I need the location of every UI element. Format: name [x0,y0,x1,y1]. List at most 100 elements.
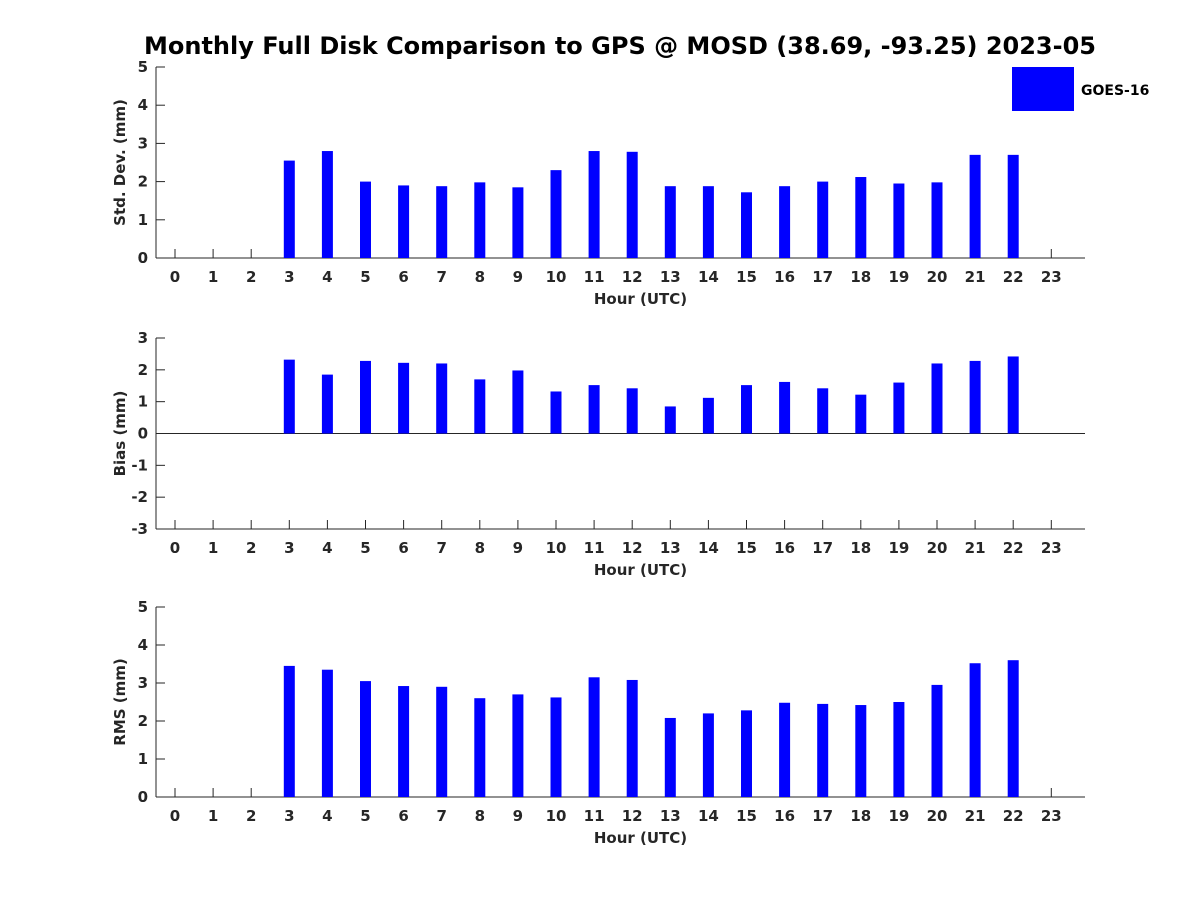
x-tick-label: 4 [322,268,332,286]
x-tick-label: 17 [812,807,833,825]
x-tick-label: 10 [546,539,567,557]
x-tick-label: 19 [888,539,909,557]
bar [398,185,410,258]
x-tick-label: 19 [888,807,909,825]
y-tick-label: 2 [138,361,148,379]
x-tick-label: 9 [513,268,523,286]
bar [741,385,752,434]
bar [626,151,638,258]
bar [931,363,943,434]
legend: GOES-16 [1012,67,1149,111]
bar [512,187,524,258]
bar [1007,660,1019,797]
bar [855,394,867,434]
x-tick-label: 23 [1041,807,1062,825]
bar [1007,154,1019,258]
bar [855,705,867,797]
x-tick-label: 14 [698,268,719,286]
legend-label: GOES-16 [1081,83,1149,99]
x-tick-label: 14 [698,539,719,557]
y-tick-label: 3 [138,134,148,152]
x-tick-label: 12 [622,268,643,286]
y-tick-label: 3 [138,674,148,692]
x-tick-label: 0 [170,268,180,286]
x-tick-label: 22 [1003,268,1024,286]
bar [550,697,562,797]
chart-title: Monthly Full Disk Comparison to GPS @ MO… [144,32,1096,60]
bar [626,679,638,797]
x-tick-label: 1 [208,807,218,825]
y-axis-label: Bias (mm) [111,391,129,477]
bar [360,681,371,797]
x-tick-label: 20 [927,268,948,286]
bar [664,406,676,434]
x-tick-label: 11 [584,268,605,286]
y-tick-label: 0 [138,249,148,267]
y-tick-label: -1 [131,456,148,474]
bar [893,702,905,797]
x-tick-label: 20 [927,807,948,825]
bar [588,385,600,434]
x-tick-label: 17 [812,539,833,557]
x-tick-label: 8 [475,807,485,825]
y-tick-label: 3 [138,329,148,347]
y-tick-label: 1 [138,750,148,768]
x-tick-label: 6 [398,539,408,557]
bar [779,381,791,434]
bar [474,182,486,258]
bar [817,703,829,797]
y-tick-label: 1 [138,211,148,229]
y-tick-label: 0 [138,788,148,806]
bar [550,391,562,434]
bar [550,170,562,258]
bar [588,677,600,797]
bar [893,382,905,434]
bar [474,379,486,434]
bar [436,186,448,258]
bar [321,151,333,258]
bar [855,177,867,258]
bar [398,686,410,797]
x-tick-label: 4 [322,807,332,825]
y-tick-label: -2 [131,488,148,506]
x-tick-label: 6 [398,268,408,286]
x-tick-label: 5 [360,539,370,557]
x-tick-label: 19 [888,268,909,286]
x-tick-label: 22 [1003,807,1024,825]
bar [1007,356,1019,434]
x-tick-label: 3 [284,807,294,825]
x-tick-label: 2 [246,807,256,825]
x-tick-label: 8 [475,539,485,557]
x-tick-label: 9 [513,807,523,825]
x-tick-label: 21 [965,268,986,286]
bar [398,362,410,434]
y-axis-label: Std. Dev. (mm) [111,99,129,226]
y-axis-label: RMS (mm) [111,658,129,745]
x-tick-label: 17 [812,268,833,286]
bar [436,363,448,434]
y-tick-label: 5 [138,58,148,76]
x-tick-label: 4 [322,539,332,557]
x-tick-label: 13 [660,539,681,557]
x-tick-label: 3 [284,539,294,557]
x-tick-label: 15 [736,268,757,286]
bar [664,717,676,797]
bar [702,713,714,797]
x-tick-label: 1 [208,268,218,286]
y-tick-label: 4 [138,96,148,114]
x-tick-label: 6 [398,807,408,825]
x-tick-label: 8 [475,268,485,286]
x-tick-label: 5 [360,807,370,825]
bar [702,186,714,258]
x-tick-label: 20 [927,539,948,557]
x-tick-label: 10 [546,268,567,286]
x-tick-label: 7 [436,807,446,825]
x-tick-label: 3 [284,268,294,286]
x-tick-label: 13 [660,268,681,286]
x-tick-label: 7 [436,268,446,286]
x-tick-label: 11 [584,807,605,825]
x-tick-label: 15 [736,807,757,825]
